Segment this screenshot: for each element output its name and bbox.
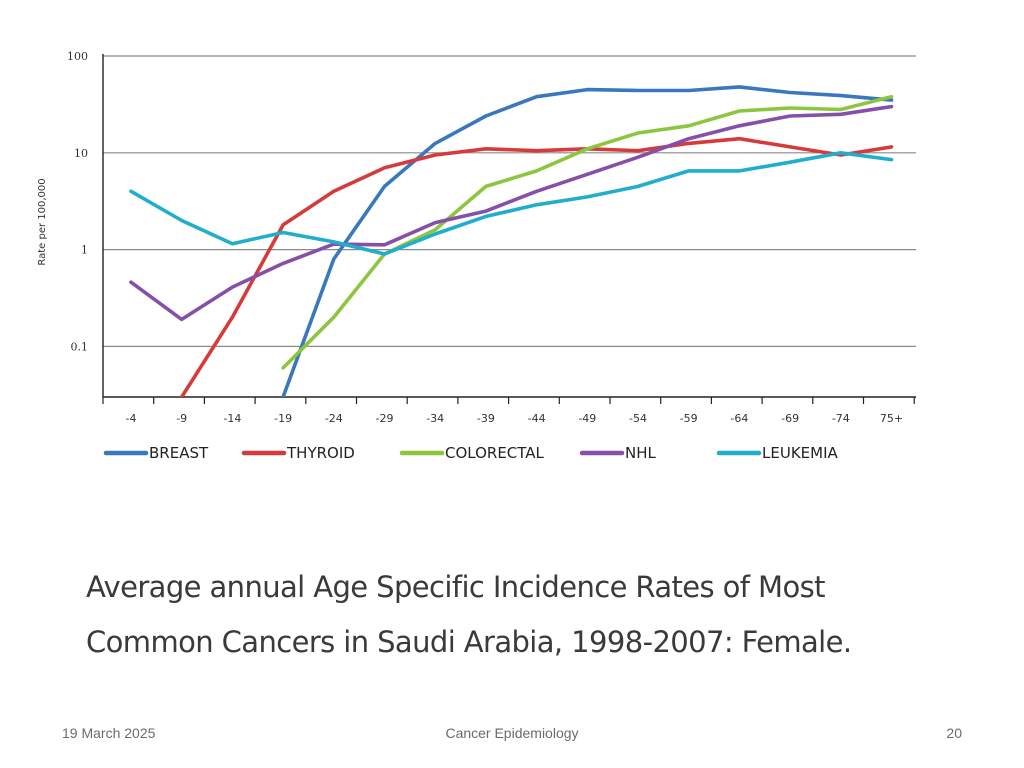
- series-line-leukemia: [129, 151, 894, 256]
- x-tick-label: 75+: [880, 412, 903, 425]
- x-tick-label: -74: [832, 412, 850, 425]
- x-tick-label: -14: [223, 412, 241, 425]
- x-tick-label: -34: [426, 412, 444, 425]
- y-tick-label: 10: [74, 147, 88, 160]
- series-line-breast: [281, 85, 894, 397]
- x-tick-label: -24: [325, 412, 343, 425]
- legend-label: COLORECTAL: [445, 444, 545, 462]
- y-axis-title: Rate per 100,000: [37, 178, 48, 265]
- x-tick-label: -49: [578, 412, 596, 425]
- legend-label: NHL: [625, 444, 657, 462]
- x-tick-label: -59: [680, 412, 698, 425]
- series-line-thyroid: [179, 136, 894, 397]
- y-tick-label: 1: [81, 244, 88, 257]
- x-tick-label: -44: [528, 412, 546, 425]
- series-line-colorectal: [281, 94, 894, 370]
- legend-label: THYROID: [286, 444, 355, 462]
- x-tick-label: -19: [274, 412, 292, 425]
- x-tick-label: -29: [376, 412, 394, 425]
- legend-label: BREAST: [149, 444, 209, 462]
- footer-title: Cancer Epidemiology: [445, 725, 579, 741]
- series-line-nhl: [129, 104, 894, 322]
- x-tick-label: -39: [477, 412, 495, 425]
- x-tick-label: -64: [730, 412, 748, 425]
- footer-page-number: 20: [946, 725, 962, 741]
- chart-caption: Average annual Age Specific Incidence Ra…: [86, 570, 852, 659]
- legend-label: LEUKEMIA: [762, 444, 838, 462]
- x-tick-label: -69: [781, 412, 799, 425]
- line-chart: 100 10 1 0.1 Rate per 100,000 -4 -9 -14 -19 -24 -2…: [37, 50, 916, 462]
- x-tick-label: -9: [176, 412, 187, 425]
- y-tick-label: 0.1: [71, 340, 89, 353]
- footer-date: 19 March 2025: [62, 725, 156, 741]
- x-tick-label: -54: [629, 412, 647, 425]
- x-tick-label: -4: [126, 412, 137, 425]
- y-tick-label: 100: [67, 50, 88, 63]
